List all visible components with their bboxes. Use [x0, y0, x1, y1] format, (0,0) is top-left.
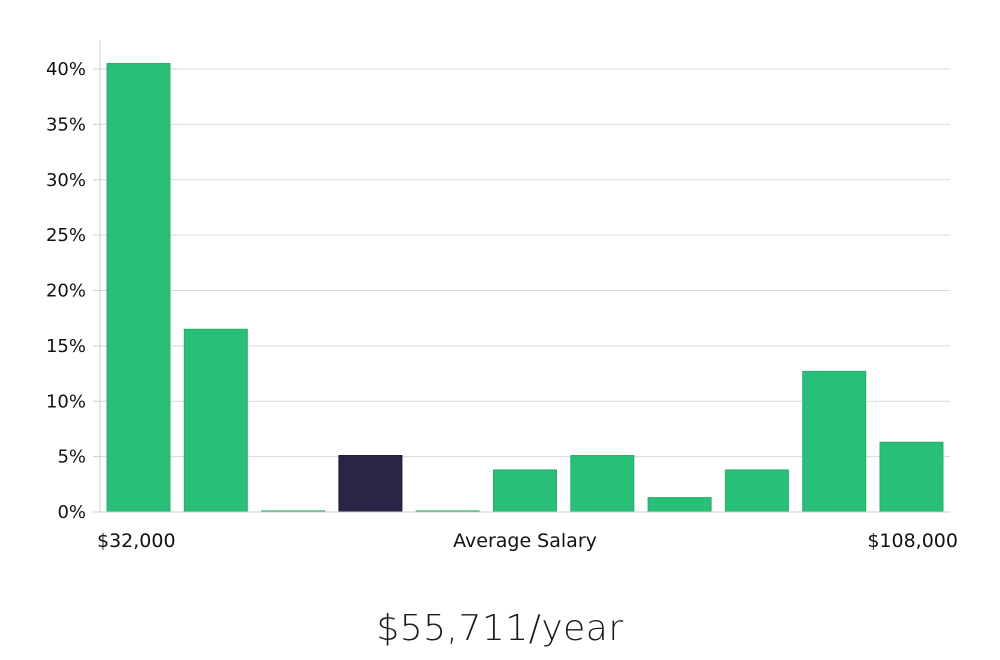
y-tick-label: 30%: [46, 170, 86, 191]
y-tick-label: 10%: [46, 391, 86, 412]
histogram-bar: [570, 455, 635, 513]
x-max-label: $108,000: [867, 530, 958, 552]
salary-histogram: 0% 5% 10% 15% 20% 25% 30% 35% 40% $32,000 Average …: [46, 40, 958, 552]
chart-canvas: 0% 5% 10% 15% 20% 25% 30% 35% 40% $32,000 Average …: [46, 40, 958, 552]
histogram-bar-highlighted: [338, 455, 403, 513]
y-tick-label: 20%: [46, 281, 86, 302]
y-tick-label: 40%: [46, 59, 86, 80]
y-tick-label: 5%: [57, 447, 86, 468]
histogram-bar: [879, 441, 944, 513]
histogram-bar: [493, 469, 557, 513]
histogram-bar: [802, 370, 867, 513]
x-axis-title: Average Salary: [453, 530, 597, 552]
average-salary-value: $55,711/year: [376, 608, 624, 649]
histogram-bar: [106, 62, 171, 513]
y-tick-label: 35%: [46, 114, 86, 135]
histogram-bar: [183, 328, 248, 513]
y-tick-label: 0%: [57, 502, 86, 523]
y-tick-label: 25%: [46, 225, 86, 246]
y-tick-label: 15%: [46, 336, 86, 357]
histogram-bar: [724, 469, 789, 513]
histogram-bar: [647, 497, 712, 513]
x-min-label: $32,000: [97, 530, 176, 552]
